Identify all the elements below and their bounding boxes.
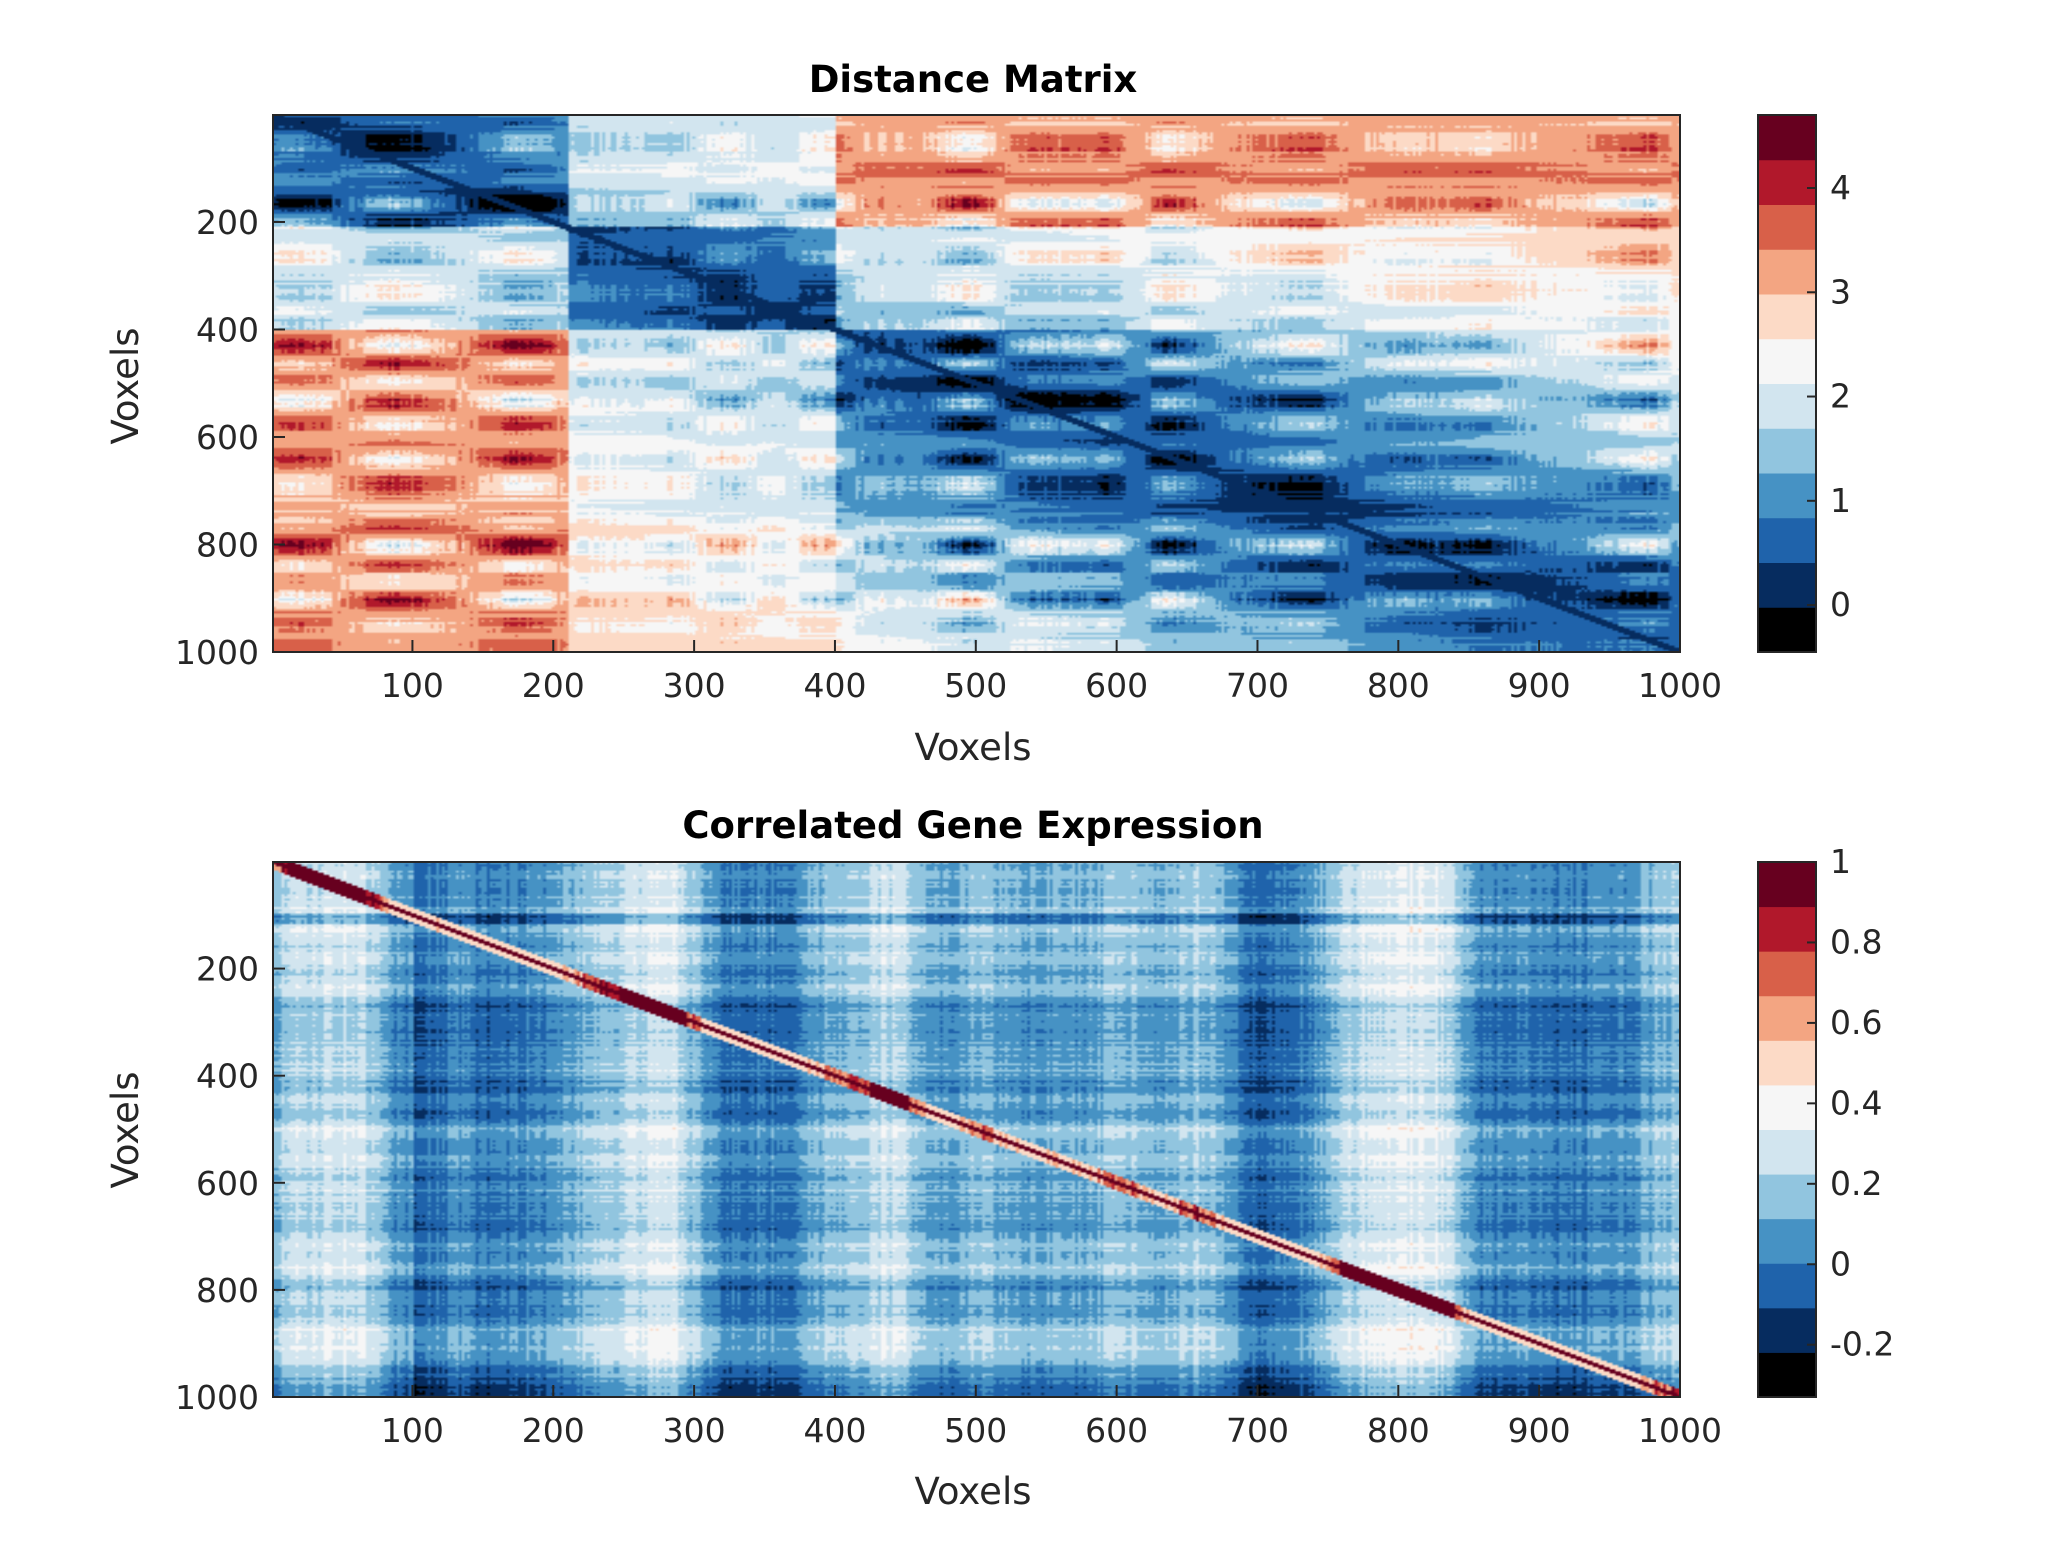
colorbar-swatch: [1758, 204, 1816, 250]
x-tick-label: 200: [522, 1411, 585, 1450]
y-tick-label: 1000: [175, 1378, 259, 1417]
colorbar-tick-label: 0: [1830, 585, 1851, 624]
colorbar: 0 1 2 3 4: [1757, 114, 1851, 653]
x-tick-label: 900: [1508, 666, 1571, 705]
x-tick-label: 500: [944, 1411, 1007, 1450]
colorbar-swatch: [1758, 862, 1816, 908]
x-tick-label: 1000: [1638, 666, 1722, 705]
colorbar-swatch: [1758, 473, 1816, 519]
colorbar-tick-label: 0.2: [1830, 1164, 1882, 1203]
x-tick-label: 700: [1226, 666, 1289, 705]
colorbar-swatch: [1758, 607, 1816, 653]
heatmap-image: [273, 862, 1680, 1397]
x-axis-label: Voxels: [914, 726, 1031, 769]
colorbar-swatch: [1758, 1307, 1816, 1353]
y-tick-label: 600: [196, 418, 259, 457]
colorbar-swatch: [1758, 115, 1816, 161]
colorbar-swatch: [1758, 249, 1816, 295]
colorbar-tick-label: 1: [1830, 842, 1851, 881]
y-tick-label: 800: [196, 1271, 259, 1310]
chart-title: Distance Matrix: [809, 58, 1138, 101]
x-tick-label: 300: [663, 1411, 726, 1450]
x-tick-label: 1000: [1638, 1411, 1722, 1450]
colorbar-swatch: [1758, 995, 1816, 1041]
colorbar-tick-label: -0.2: [1830, 1325, 1894, 1364]
colorbar: -0.2 0 0.2 0.4 0.6 0.8 1: [1757, 842, 1894, 1398]
y-tick-label: 800: [196, 525, 259, 564]
colorbar-swatch: [1758, 338, 1816, 384]
colorbar-tick-label: 0.4: [1830, 1083, 1882, 1122]
colorbar-tick-label: 4: [1830, 168, 1851, 207]
y-tick-label: 200: [196, 950, 259, 989]
x-tick-label: 800: [1367, 666, 1430, 705]
x-axis-ticks: 100 200 300 400 500 600 700 800 900 1000: [381, 640, 1722, 705]
heatmap-image: [273, 115, 1680, 652]
chart-title: Correlated Gene Expression: [682, 804, 1263, 847]
colorbar-frame: [1757, 114, 1817, 653]
x-tick-label: 700: [1226, 1411, 1289, 1450]
colorbar-tick-label: 0: [1830, 1244, 1851, 1283]
x-tick-label: 400: [803, 1411, 866, 1450]
y-axis-label: Voxels: [104, 1071, 147, 1188]
colorbar-swatch: [1758, 1218, 1816, 1264]
colorbar-swatch: [1758, 1352, 1816, 1398]
x-tick-label: 100: [381, 1411, 444, 1450]
colorbar-tick-label: 0.6: [1830, 1003, 1882, 1042]
colorbar-swatch: [1758, 562, 1816, 608]
y-axis-ticks: 200 400 600 800 1000: [175, 950, 285, 1417]
x-tick-label: 200: [522, 666, 585, 705]
colorbar-swatch: [1758, 1174, 1816, 1220]
colorbar-swatch: [1758, 383, 1816, 429]
x-tick-label: 300: [663, 666, 726, 705]
distance-matrix-panel: Distance Matrix 100 200 300 400 500 600 700 800…: [104, 58, 1851, 769]
y-tick-label: 1000: [175, 633, 259, 672]
correlation-heatmap: [273, 862, 1680, 1397]
colorbar-tick-label: 2: [1830, 377, 1851, 416]
x-tick-label: 600: [1085, 666, 1148, 705]
colorbar-swatch: [1758, 294, 1816, 340]
y-tick-label: 200: [196, 203, 259, 242]
colorbar-frame: [1757, 861, 1817, 1398]
colorbar-tick-label: 3: [1830, 272, 1851, 311]
colorbar-swatch: [1758, 428, 1816, 474]
colorbar-swatch: [1758, 951, 1816, 997]
colorbar-swatch: [1758, 906, 1816, 952]
colorbar-swatch: [1758, 1263, 1816, 1309]
colorbar-swatch: [1758, 159, 1816, 205]
x-tick-label: 600: [1085, 1411, 1148, 1450]
colorbar-swatch: [1758, 1084, 1816, 1130]
gene-expression-panel: Correlated Gene Expression 100 200 300 400 5…: [104, 804, 1894, 1513]
colorbar-tick-label: 0.8: [1830, 922, 1882, 961]
x-tick-label: 400: [803, 666, 866, 705]
colorbar-swatch: [1758, 1040, 1816, 1086]
colorbar-tick-label: 1: [1830, 481, 1851, 520]
x-tick-label: 500: [944, 666, 1007, 705]
x-axis-ticks: 100 200 300 400 500 600 700 800 900 1000: [381, 1385, 1722, 1450]
x-tick-label: 900: [1508, 1411, 1571, 1450]
y-axis-ticks: 200 400 600 800 1000: [175, 203, 285, 672]
x-axis-label: Voxels: [914, 1470, 1031, 1513]
y-axis-label: Voxels: [104, 327, 147, 444]
y-tick-label: 600: [196, 1164, 259, 1203]
y-tick-label: 400: [196, 1057, 259, 1096]
colorbar-swatch: [1758, 517, 1816, 563]
colorbar-swatch: [1758, 1129, 1816, 1175]
x-tick-label: 800: [1367, 1411, 1430, 1450]
y-tick-label: 400: [196, 310, 259, 349]
distance-heatmap: [273, 115, 1680, 652]
x-tick-label: 100: [381, 666, 444, 705]
